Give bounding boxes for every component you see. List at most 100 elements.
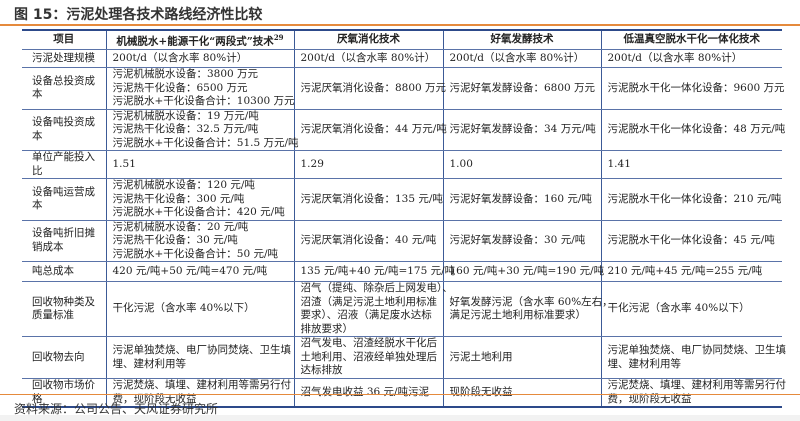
table-cell: 现阶段无收益 (442, 378, 602, 408)
cell-line: 干化污泥（含水率 40%以下） (112, 302, 255, 315)
cell-line: 污泥脱水+干化设备合计：51.5 万元/吨 (112, 136, 299, 149)
column-header-text: 机械脱水+能源干化“两段式”技术 (116, 35, 274, 48)
cell-line: 420 元/吨+50 元/吨=470 元/吨 (112, 264, 268, 277)
table-cell: 污泥厌氧消化设备：8800 万元 (293, 67, 447, 110)
cell-line: 污泥脱水干化一体化设备：210 元/吨 (607, 192, 782, 205)
cell-line: 污泥机械脱水设备：120 元/吨 (112, 179, 255, 191)
table-cell: 污泥单独焚烧、电厂协同焚烧、卫生填 埋、建材利用等 (105, 336, 295, 379)
row-label: 设备总投资成本 (22, 67, 107, 110)
table-cell: 135 元/吨+40 元/吨=175 元/吨 (293, 261, 456, 282)
cell-line: 污泥焚烧、填埋、建材利用等需另行付 (112, 379, 292, 391)
table-header-row: 项目 机械脱水+能源干化“两段式”技术29 厌氧消化技术 好氧发酵技术 低温真空脱水干化… (22, 30, 782, 50)
row-label: 回收物种类及质量标准 (22, 281, 107, 337)
cell-line: 污泥单独焚烧、电厂协同焚烧、卫生填 (607, 344, 787, 356)
cell-line: 1.51 (112, 157, 136, 170)
cell-line: 污泥焚烧、填埋、建材利用等需另行付 (607, 379, 787, 391)
table-cell: 污泥脱水干化一体化设备：210 元/吨 (600, 178, 782, 221)
column-header: 低温真空脱水干化一体化技术 (600, 30, 782, 50)
column-header: 机械脱水+能源干化“两段式”技术29 (105, 30, 295, 50)
cell-line: 污泥热干化设备：30 元/吨 (112, 234, 238, 246)
table-cell: 200t/d（以含水率 80%计） (442, 49, 602, 68)
cell-line: 210 元/吨+45 元/吨=255 元/吨 (607, 264, 763, 277)
table-cell: 200t/d（以含水率 80%计） (105, 49, 295, 68)
cell-line: 费，现阶段无收益 (607, 392, 692, 405)
column-header: 好氧发酵技术 (442, 30, 602, 50)
cell-line: 污泥厌氧消化设备：8800 万元 (300, 81, 447, 94)
economics-comparison-table: 项目 机械脱水+能源干化“两段式”技术29 厌氧消化技术 好氧发酵技术 低温真空脱水干化… (22, 29, 787, 408)
cell-line: 1.29 (300, 157, 324, 170)
cell-line: 现阶段无收益 (449, 385, 513, 398)
table-cell: 160 元/吨+30 元/吨=190 元/吨 (442, 261, 605, 282)
table-cell: 沼气（提纯、除杂后上网发电）、 沼渣（满足污泥土地利用标准 要求）、沼液（满足废水达… (293, 281, 453, 337)
cell-line: 污泥脱水+干化设备合计：420 元/吨 (112, 206, 285, 218)
table-cell: 200t/d（以含水率 80%计） (293, 49, 444, 68)
cell-line: 污泥土地利用 (449, 350, 513, 363)
table-cell: 污泥土地利用 (442, 336, 602, 379)
cell-line: 满足污泥土地利用标准要求） (449, 309, 587, 321)
cell-line: 排放要求） (300, 322, 354, 335)
table-row: 吨总成本 420 元/吨+50 元/吨=470 元/吨 135 元/吨+40 元/吨… (22, 261, 782, 282)
table-cell: 污泥脱水干化一体化设备：48 万元/吨 (600, 109, 786, 151)
cell-line: 污泥厌氧消化设备：135 元/吨 (300, 192, 443, 205)
table-cell: 污泥厌氧消化设备：44 万元/吨 (293, 109, 447, 151)
cell-line: 沼渣（满足污泥土地利用标准 (300, 295, 438, 308)
cell-line: 埋、建材利用等 (112, 357, 187, 370)
table-cell: 1.00 (442, 150, 602, 179)
table-cell: 420 元/吨+50 元/吨=470 元/吨 (105, 261, 295, 282)
cell-line: 污泥好氧发酵设备：160 元/吨 (449, 192, 592, 205)
cell-line: 200t/d（以含水率 80%计） (607, 51, 743, 64)
cell-line: 污泥厌氧消化设备：44 万元/吨 (300, 123, 447, 135)
cell-line: 污泥好氧发酵设备：6800 万元 (449, 81, 596, 94)
row-label: 污泥处理规模 (22, 49, 107, 68)
cell-line: 135 元/吨+40 元/吨=175 元/吨 (300, 264, 456, 277)
row-label: 单位产能投入比 (22, 150, 107, 179)
row-label: 回收物市场价格 (22, 378, 107, 408)
row-label: 设备吨运营成本 (22, 178, 107, 221)
table-cell: 污泥脱水干化一体化设备：45 元/吨 (600, 220, 782, 262)
cell-line: 土地利用、沼液经单独处理后 (300, 350, 438, 363)
table-row: 单位产能投入比 1.51 1.29 1.00 1.41 (22, 150, 782, 179)
table-cell: 污泥机械脱水设备：120 元/吨 污泥热干化设备：300 元/吨 污泥脱水+干化设备… (105, 178, 295, 221)
cell-line: 污泥热干化设备：6500 万元 (112, 81, 248, 94)
table-cell: 污泥机械脱水设备：19 万元/吨 污泥热干化设备：32.5 万元/吨 污泥脱水+干化… (105, 109, 299, 151)
source-note: 资料来源：公司公告、天风证券研究所 (14, 402, 219, 416)
table-cell: 污泥焚烧、填埋、建材利用等需另行付 费，现阶段无收益 (600, 378, 787, 408)
table-row: 回收物种类及质量标准 干化污泥（含水率 40%以下） 沼气（提纯、除杂后上网发电）、… (22, 281, 782, 337)
cell-line: 污泥机械脱水设备：19 万元/吨 (112, 109, 259, 122)
cell-line: 污泥机械脱水设备：3800 万元 (112, 68, 259, 80)
table-cell: 污泥好氧发酵设备：30 元/吨 (442, 220, 602, 262)
cell-line: 200t/d（以含水率 80%计） (112, 51, 248, 64)
cell-line: 埋、建材利用等 (607, 357, 682, 370)
figure-title: 图 15：污泥处理各技术路线经济性比较 (14, 7, 263, 23)
table-row: 设备吨运营成本 污泥机械脱水设备：120 元/吨 污泥热干化设备：300 元/吨 污泥… (22, 178, 782, 221)
table-row: 污泥处理规模 200t/d（以含水率 80%计） 200t/d（以含水率 80%计）… (22, 49, 782, 68)
table-row: 回收物市场价格 污泥焚烧、填埋、建材利用等需另行付 费，现阶段无收益 沼气发电收益 3… (22, 378, 787, 408)
table-cell: 1.51 (105, 150, 295, 179)
cell-line: 费，现阶段无收益 (112, 392, 197, 405)
column-header: 项目 (22, 30, 107, 50)
table-cell: 污泥机械脱水设备：20 元/吨 污泥热干化设备：30 元/吨 污泥脱水+干化设备合计… (105, 220, 295, 262)
cell-line: 污泥好氧发酵设备：34 万元/吨 (449, 123, 596, 135)
table-cell: 1.41 (600, 150, 782, 179)
table-row: 设备总投资成本 污泥机械脱水设备：3800 万元 污泥热干化设备：6500 万元 污泥… (22, 67, 785, 110)
bottom-divider (0, 394, 800, 395)
table-cell: 污泥机械脱水设备：3800 万元 污泥热干化设备：6500 万元 污泥脱水+干化设备… (105, 67, 295, 110)
column-header-text: 好氧发酵技术 (490, 33, 554, 46)
cell-line: 污泥热干化设备：300 元/吨 (112, 192, 245, 205)
footer-bar (0, 415, 800, 421)
top-divider (0, 24, 800, 26)
cell-line: 1.00 (449, 157, 473, 170)
cell-line: 200t/d（以含水率 80%计） (449, 51, 585, 64)
cell-line: 要求）、沼液（满足废水达标 (300, 309, 432, 321)
cell-line: 160 元/吨+30 元/吨=190 元/吨 (449, 264, 605, 277)
table-cell: 污泥好氧发酵设备：6800 万元 (442, 67, 602, 110)
table-cell: 干化污泥（含水率 40%以下） (600, 281, 782, 337)
cell-line: 污泥脱水干化一体化设备：9600 万元 (607, 81, 785, 94)
table-cell: 干化污泥（含水率 40%以下） (105, 281, 295, 337)
row-label: 回收物去向 (22, 336, 107, 379)
cell-line: 污泥机械脱水设备：20 元/吨 (112, 220, 249, 233)
cell-line: 200t/d（以含水率 80%计） (300, 51, 436, 64)
cell-line: 污泥脱水干化一体化设备：48 万元/吨 (607, 123, 786, 135)
row-label: 设备吨投资成本 (22, 109, 107, 151)
row-label: 设备吨折旧摊销成本 (22, 220, 107, 262)
